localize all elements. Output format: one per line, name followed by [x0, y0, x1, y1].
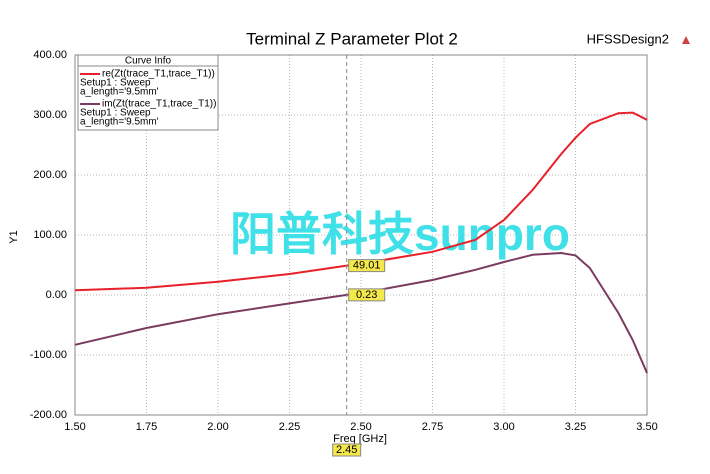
y-tick-label: -100.00: [30, 349, 67, 361]
cursor-value-label: 49.01: [353, 260, 381, 272]
cursor-value-box: [348, 259, 386, 273]
legend-box: [77, 54, 219, 131]
y-tick-label: 200.00: [33, 169, 67, 181]
x-tick-label: 2.00: [207, 421, 228, 433]
plot-frame: [74, 54, 648, 416]
y-axis-label: Y1: [8, 230, 20, 243]
y-tick-label: 0.00: [46, 289, 67, 301]
legend-title: Curve Info: [125, 56, 172, 67]
design-name: HFSSDesign2: [587, 31, 669, 46]
x-tick-label: 2.75: [422, 421, 443, 433]
legend-variation: a_length='9.5mm': [80, 87, 159, 98]
chart-title: Terminal Z Parameter Plot 2: [246, 29, 458, 48]
cursor-value-label: 0.23: [356, 289, 377, 301]
legend-variation: a_length='9.5mm': [80, 117, 159, 128]
x-tick-label: 1.75: [136, 421, 157, 433]
x-tick-label: 1.50: [64, 421, 85, 433]
y-tick-label: 100.00: [33, 229, 67, 241]
cursor-x-box: [332, 443, 362, 457]
x-tick-label: 2.25: [279, 421, 300, 433]
legend-entry: re(Zt(trace_T1,trace_T1)): [102, 69, 215, 80]
legend-setup: Setup1 : Sweep: [80, 108, 151, 119]
watermark: 阳普科技sunpro: [230, 208, 570, 260]
x-axis-label: Freq [GHz]: [333, 433, 387, 445]
y-tick-label: -200.00: [30, 409, 67, 421]
x-tick-label: 3.00: [493, 421, 514, 433]
x-tick-label: 2.50: [350, 421, 371, 433]
legend-entry: im(Zt(trace_T1,trace_T1)): [102, 99, 216, 110]
x-tick-label: 3.50: [636, 421, 657, 433]
x-tick-label: 3.25: [565, 421, 586, 433]
series-line: [74, 251, 648, 374]
cursor-value-box: [348, 288, 386, 302]
y-tick-label: 400.00: [33, 49, 67, 61]
cursor-x-label: 2.45: [336, 444, 357, 456]
legend-setup: Setup1 : Sweep: [80, 78, 151, 89]
warning-icon: [682, 36, 690, 44]
series-line: [74, 111, 648, 292]
y-tick-label: 300.00: [33, 109, 67, 121]
